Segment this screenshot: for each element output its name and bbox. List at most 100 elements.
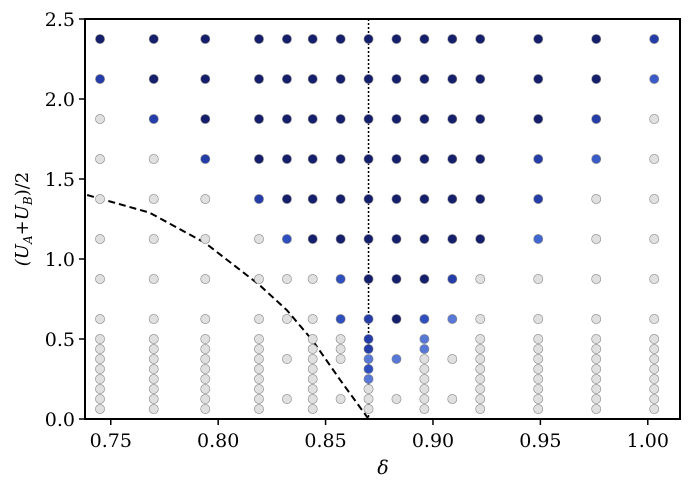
y-tick-label: 2.0: [45, 89, 75, 111]
y-tick-label: 2.5: [45, 9, 75, 31]
data-point: [447, 154, 458, 164]
data-point: [148, 154, 159, 164]
x-tick-label: 0.75: [90, 430, 132, 452]
data-point: [591, 354, 602, 364]
y-label-sub: B: [21, 196, 35, 206]
data-point: [475, 374, 486, 384]
data-point: [307, 404, 318, 414]
y-label-part: +U: [12, 204, 33, 235]
data-point: [254, 114, 264, 124]
data-point: [649, 314, 660, 324]
data-point: [363, 154, 374, 164]
data-point: [475, 364, 486, 374]
data-point: [591, 344, 602, 354]
data-point: [649, 154, 660, 164]
data-point: [649, 344, 660, 354]
data-point: [419, 154, 430, 164]
data-point: [419, 344, 430, 354]
data-point: [475, 194, 486, 204]
data-point: [533, 344, 544, 354]
data-point: [649, 334, 660, 344]
data-point: [335, 114, 346, 124]
data-point: [447, 114, 458, 124]
data-point: [254, 314, 264, 324]
data-point: [254, 394, 264, 404]
data-point: [307, 354, 318, 364]
data-point: [533, 274, 544, 284]
data-point: [254, 354, 264, 364]
data-point: [254, 404, 264, 414]
data-point: [447, 74, 458, 84]
x-tick-label: 1.00: [627, 430, 669, 452]
data-point: [475, 74, 486, 84]
data-point: [475, 114, 486, 124]
data-point: [148, 384, 159, 394]
data-point: [475, 314, 486, 324]
data-point: [363, 404, 374, 414]
data-point: [475, 384, 486, 394]
data-point: [419, 354, 430, 364]
data-point: [148, 404, 159, 414]
data-point: [649, 374, 660, 384]
data-point: [307, 314, 318, 324]
data-point: [200, 314, 211, 324]
data-point: [533, 154, 544, 164]
data-point: [95, 334, 105, 344]
data-point: [533, 114, 544, 124]
data-point: [335, 354, 346, 364]
data-point: [591, 274, 602, 284]
data-point: [591, 404, 602, 414]
data-point: [307, 234, 318, 244]
data-point: [148, 364, 159, 374]
y-label-part: (U: [12, 243, 33, 266]
data-point: [200, 74, 211, 84]
data-point: [95, 34, 105, 44]
data-point: [391, 34, 402, 44]
data-point: [148, 274, 159, 284]
data-point: [475, 274, 486, 284]
data-point: [282, 394, 292, 404]
data-point: [200, 274, 211, 284]
y-tick-label: 1.0: [45, 249, 75, 271]
data-point: [591, 154, 602, 164]
data-point: [282, 274, 292, 284]
data-point: [335, 344, 346, 354]
data-point: [591, 114, 602, 124]
data-point: [419, 274, 430, 284]
data-point: [391, 114, 402, 124]
y-label-sub: A: [21, 235, 35, 245]
data-point: [447, 274, 458, 284]
data-point: [307, 334, 318, 344]
data-point: [363, 114, 374, 124]
data-point: [254, 364, 264, 374]
data-point: [533, 194, 544, 204]
data-point: [254, 194, 264, 204]
data-point: [95, 234, 105, 244]
data-point: [475, 354, 486, 364]
data-point: [148, 344, 159, 354]
data-point: [533, 404, 544, 414]
data-point: [200, 334, 211, 344]
data-point: [591, 374, 602, 384]
data-point: [200, 114, 211, 124]
y-axis-label: (UA+UB)/2: [12, 172, 35, 267]
data-point: [95, 364, 105, 374]
data-point: [391, 274, 402, 284]
x-tick-label: 0.95: [519, 430, 561, 452]
axes-frame: [84, 18, 681, 420]
data-point: [391, 314, 402, 324]
data-point: [254, 154, 264, 164]
data-point: [419, 234, 430, 244]
data-point: [363, 364, 374, 374]
data-point: [447, 34, 458, 44]
data-point: [95, 354, 105, 364]
data-point: [533, 34, 544, 44]
data-point: [533, 234, 544, 244]
data-point: [254, 74, 264, 84]
data-point: [591, 334, 602, 344]
data-point: [200, 384, 211, 394]
data-point: [419, 404, 430, 414]
data-point: [148, 374, 159, 384]
data-point: [307, 114, 318, 124]
data-point: [148, 354, 159, 364]
